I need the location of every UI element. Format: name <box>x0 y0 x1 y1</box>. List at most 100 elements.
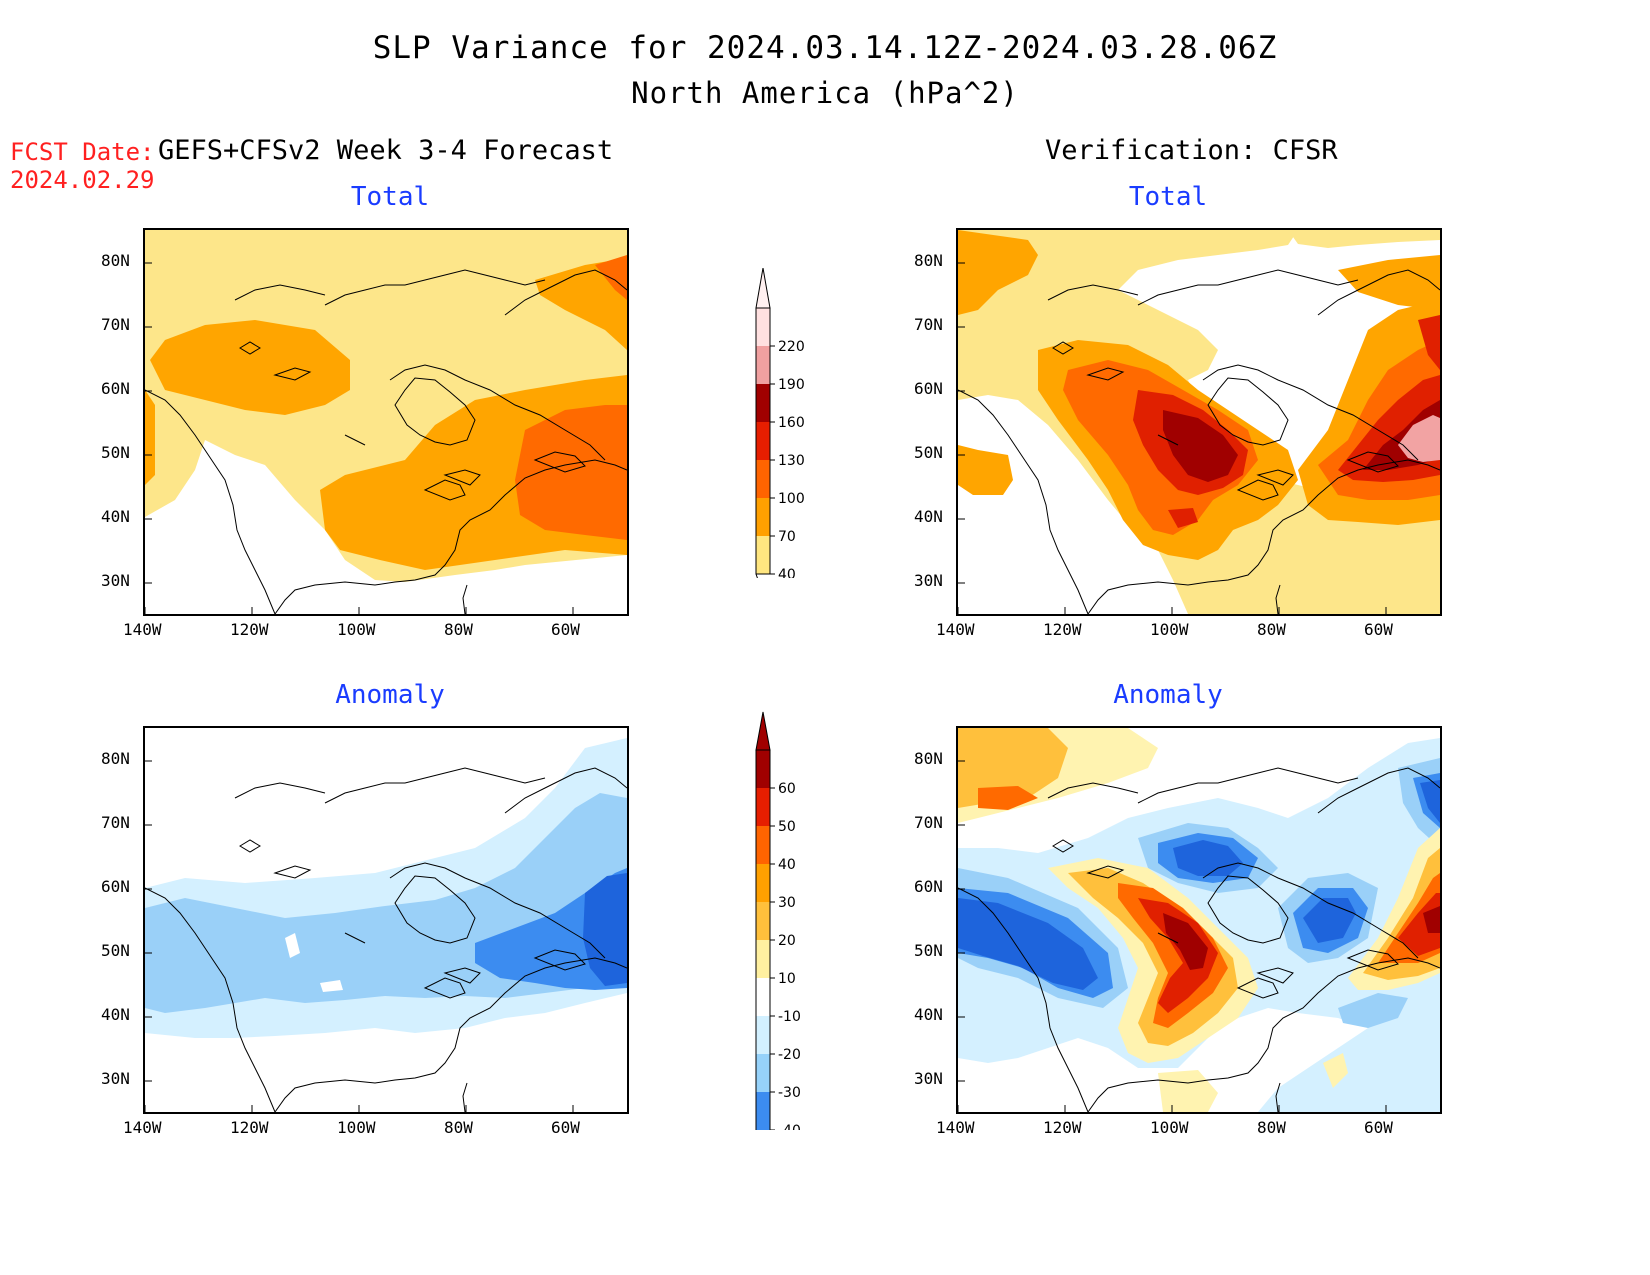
main-title: SLP Variance for 2024.03.14.12Z-2024.03.… <box>372 30 1278 66</box>
lat-tick-label: 60N <box>101 379 130 398</box>
total-colorbar-label: 220 <box>778 339 805 355</box>
total-colorbar-bin <box>756 346 770 384</box>
forecast-anomaly-title: Anomaly <box>335 680 445 710</box>
total-colorbar-bin <box>756 536 770 574</box>
total-colorbar-label: 160 <box>778 415 805 431</box>
forecast-total-map <box>143 228 629 616</box>
anomaly-colorbar-bin <box>756 1092 770 1130</box>
lat-tick-label: 30N <box>101 571 130 590</box>
total-colorbar-bottom-tail <box>755 573 771 615</box>
field-blue-dark <box>958 780 1440 990</box>
lat-tick-label: 50N <box>101 443 130 462</box>
forecast-anomaly-map <box>143 726 629 1114</box>
lon-tick-label: 100W <box>337 620 376 639</box>
lon-tick-label: 60W <box>1364 620 1393 639</box>
verification-header: Verification: CFSR <box>1045 135 1338 166</box>
lat-tick-label: 70N <box>101 315 130 334</box>
total-colorbar-bin <box>756 460 770 498</box>
anomaly-colorbar-bin <box>756 902 770 940</box>
anomaly-colorbar-svg: -40 -30 -20 -10 10 20 30 40 50 60 <box>755 711 801 1207</box>
coastlines <box>145 269 627 614</box>
anomaly-colorbar-label: -10 <box>778 1009 801 1025</box>
lon-tick-label: 140W <box>123 1118 162 1137</box>
total-colorbar: 40 70 100 130 160 190 220 <box>740 267 860 615</box>
anomaly-colorbar-bin <box>756 750 770 788</box>
total-colorbar-label: 40 <box>778 567 796 578</box>
total-colorbar-label: 130 <box>778 453 805 469</box>
lon-tick-label: 140W <box>936 1118 975 1137</box>
lat-tick-label: 50N <box>914 941 943 960</box>
total-colorbar-bin <box>756 422 770 460</box>
grid-ticks <box>958 262 1387 614</box>
lon-tick-label: 120W <box>1043 620 1082 639</box>
lat-tick-label: 70N <box>914 315 943 334</box>
verification-total-map <box>956 228 1442 616</box>
field-dark <box>1163 906 1440 970</box>
lat-tick-label: 40N <box>101 507 130 526</box>
lat-tick-label: 30N <box>101 1069 130 1088</box>
anomaly-colorbar-bin <box>756 788 770 826</box>
anomaly-colorbar-bin <box>756 1054 770 1092</box>
lon-tick-label: 60W <box>1364 1118 1393 1137</box>
field-white-holes <box>285 933 343 992</box>
main-subtitle: North America (hPa^2) <box>631 76 1019 110</box>
anomaly-colorbar-bin <box>756 978 770 1016</box>
anomaly-colorbar-label: 20 <box>778 933 796 949</box>
anomaly-colorbar-bin <box>756 940 770 978</box>
lat-tick-label: 60N <box>914 877 943 896</box>
verification-anomaly-title: Anomaly <box>1113 680 1223 710</box>
anomaly-colorbar-label: 30 <box>778 895 796 911</box>
lon-tick-label: 120W <box>230 1118 269 1137</box>
anomaly-colorbar-top-arrow <box>755 711 771 751</box>
forecast-header: GEFS+CFSv2 Week 3-4 Forecast <box>158 135 614 166</box>
coastlines <box>145 767 627 1112</box>
anomaly-colorbar-label: 10 <box>778 971 796 987</box>
lat-tick-label: 40N <box>914 1005 943 1024</box>
anomaly-colorbar-bin <box>756 826 770 864</box>
total-colorbar-svg: 40 70 100 130 160 190 220 <box>755 267 805 615</box>
lat-tick-label: 50N <box>101 941 130 960</box>
lon-tick-label: 60W <box>551 1118 580 1137</box>
field-white-west <box>145 440 627 614</box>
lon-tick-label: 100W <box>1150 620 1189 639</box>
grid-ticks <box>145 760 574 1112</box>
total-colorbar-label: 190 <box>778 377 805 393</box>
anomaly-colorbar-bin <box>756 1016 770 1054</box>
total-colorbar-bin <box>756 384 770 422</box>
coastlines <box>958 269 1440 614</box>
lat-tick-label: 30N <box>914 1069 943 1088</box>
lat-tick-label: 80N <box>101 749 130 768</box>
anomaly-colorbar-label: -30 <box>778 1085 801 1101</box>
anomaly-colorbar-label: 50 <box>778 819 796 835</box>
anomaly-colorbar-label: 60 <box>778 781 796 797</box>
grid-ticks <box>958 760 1387 1112</box>
verification-total-title: Total <box>1128 182 1208 212</box>
anomaly-colorbar-bin <box>756 864 770 902</box>
field-red <box>1138 893 1440 1013</box>
forecast-total-title: Total <box>350 182 430 212</box>
lat-tick-label: 80N <box>101 251 130 270</box>
lat-tick-label: 30N <box>914 571 943 590</box>
lon-tick-label: 120W <box>230 620 269 639</box>
total-colorbar-bin <box>756 308 770 346</box>
lat-tick-label: 60N <box>914 379 943 398</box>
lon-tick-label: 100W <box>1150 1118 1189 1137</box>
lon-tick-label: 80W <box>444 1118 473 1137</box>
total-colorbar-outline <box>755 307 771 575</box>
fcst-date-label: FCST Date: <box>10 138 155 166</box>
fcst-date: FCST Date: 2024.02.29 <box>10 138 155 194</box>
lat-tick-label: 70N <box>101 813 130 832</box>
lat-tick-label: 60N <box>101 877 130 896</box>
lon-tick-label: 120W <box>1043 1118 1082 1137</box>
lon-tick-label: 80W <box>1257 620 1286 639</box>
lat-tick-label: 40N <box>914 507 943 526</box>
anomaly-colorbar-label: -40 <box>778 1123 801 1130</box>
verification-anomaly-map <box>956 726 1442 1114</box>
lon-tick-label: 80W <box>1257 1118 1286 1137</box>
anomaly-colorbar-label: 40 <box>778 857 796 873</box>
lon-tick-label: 140W <box>123 620 162 639</box>
total-colorbar-label: 100 <box>778 491 805 507</box>
total-colorbar-label: 70 <box>778 529 796 545</box>
lon-tick-label: 80W <box>444 620 473 639</box>
total-colorbar-top-arrow <box>755 267 771 309</box>
